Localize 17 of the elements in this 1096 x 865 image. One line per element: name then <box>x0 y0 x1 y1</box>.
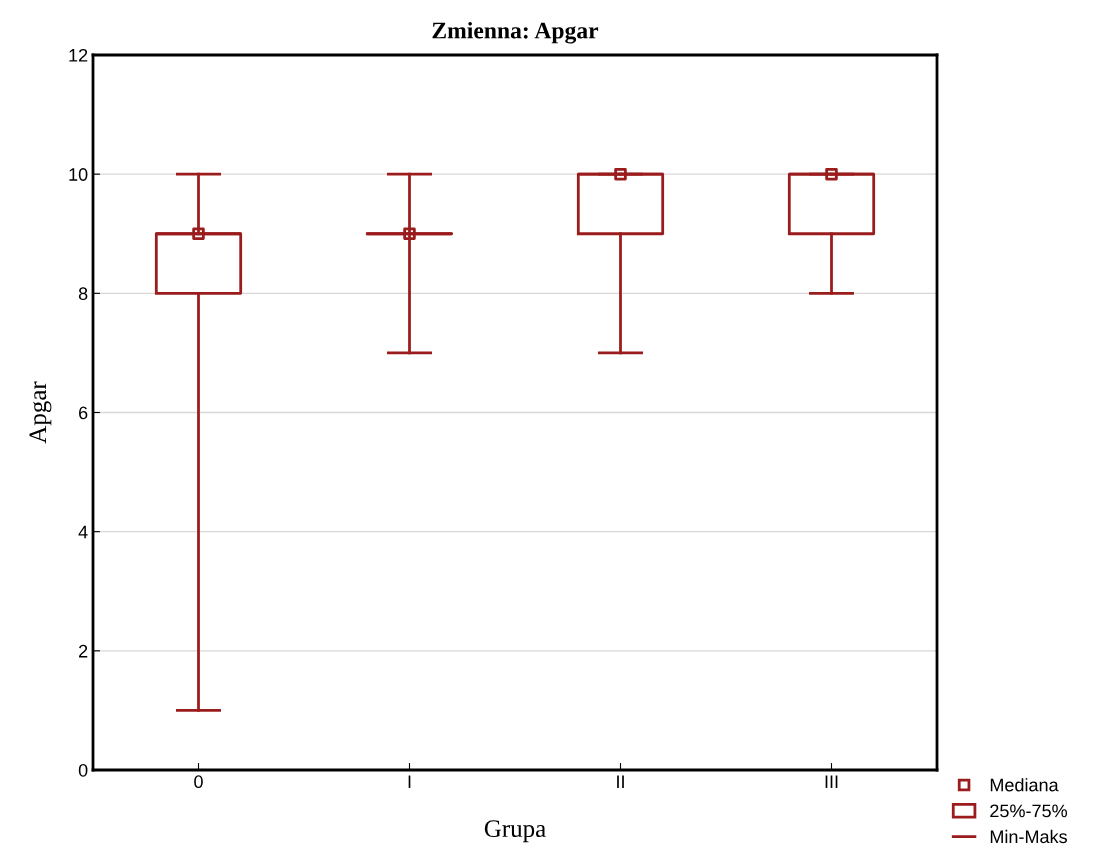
x-tick-label: I <box>408 775 411 788</box>
text: Min-Maks <box>990 829 1067 844</box>
y-tick-label: 8 <box>78 287 88 301</box>
y-tick-label: 6 <box>79 406 88 420</box>
y-tick-label: 0 <box>78 763 88 777</box>
y-tick-label: 4 <box>78 525 88 539</box>
text: 25%-75% <box>990 804 1068 818</box>
text: Mediana <box>990 778 1059 792</box>
x-axis-title: Grupa <box>484 820 546 843</box>
x-tick-label: 0 <box>194 775 203 789</box>
x-tick-label: III <box>825 775 838 788</box>
x-tick-label: II <box>617 775 624 788</box>
chart-title: Zmienna: Apgar <box>432 21 599 44</box>
y-tick-label: 2 <box>79 644 88 658</box>
y-tick-label: 12 <box>69 48 88 62</box>
y-tick-label: 10 <box>69 168 88 181</box>
y-axis-title: Apgar <box>29 381 52 444</box>
